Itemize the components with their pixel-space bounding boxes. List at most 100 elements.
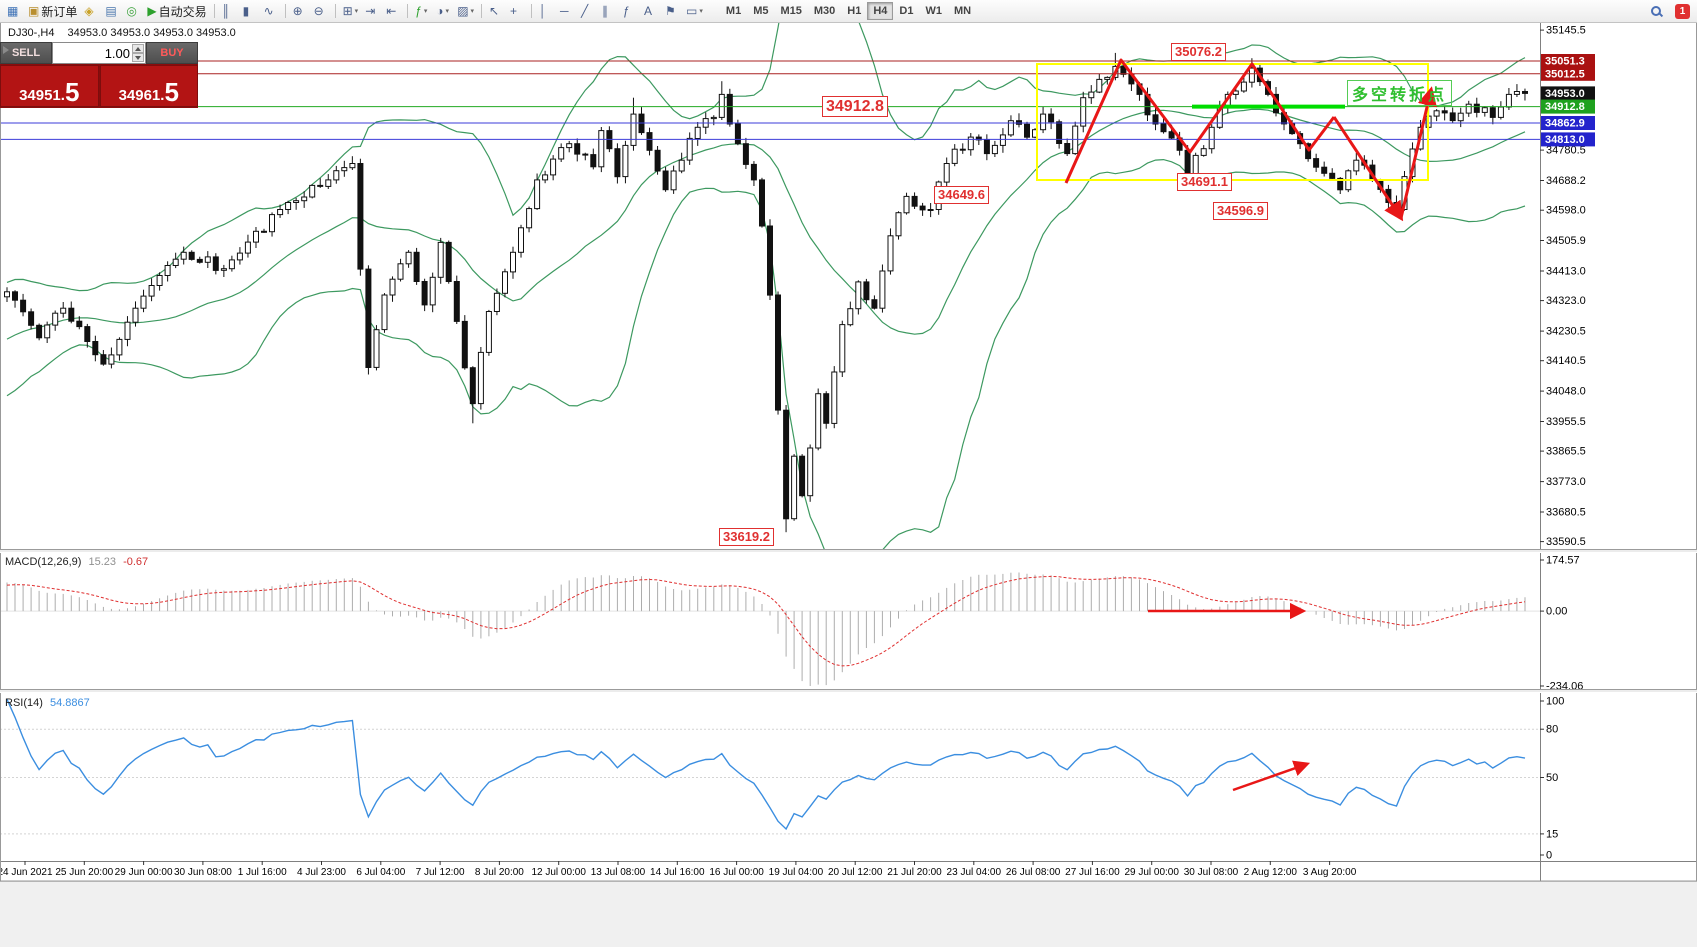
- price-annotation-label[interactable]: 34912.8: [822, 96, 888, 118]
- chart-shift-icon: ⇥: [365, 4, 376, 18]
- vertical-line-icon[interactable]: │: [536, 2, 556, 20]
- price-scale-badge: [1541, 132, 1595, 147]
- crosshair-icon: +: [510, 4, 518, 18]
- toolbar-separator: [531, 4, 533, 18]
- time-scale-label: 4 Jul 23:00: [297, 867, 346, 878]
- zoom-out-icon[interactable]: ⊖: [311, 2, 331, 20]
- trendline-icon[interactable]: ╱: [578, 2, 598, 20]
- timeframe-m1[interactable]: M1: [720, 2, 747, 20]
- sell-price-button[interactable]: 34951. 5: [0, 65, 99, 107]
- rsi-value: 54.8867: [49, 697, 90, 709]
- volume-up-button[interactable]: [132, 44, 144, 53]
- volume-field[interactable]: 1.00: [52, 42, 146, 64]
- shapes-icon: ▭: [686, 4, 698, 18]
- price-annotation-label[interactable]: 34649.6: [934, 186, 989, 204]
- price-scale-badge-label: 35051.3: [1545, 56, 1585, 68]
- new-order-button-label: 新订单: [41, 4, 78, 19]
- time-scale-drag[interactable]: [0, 861, 1697, 881]
- rsi-panel: [0, 699, 1540, 835]
- time-scale-label: 20 Jul 12:00: [828, 867, 883, 878]
- chart-window-icon[interactable]: ▦: [4, 2, 24, 20]
- buy-price-button[interactable]: 34961. 5: [99, 65, 198, 107]
- cursor-icon: ↖: [489, 4, 500, 18]
- new-order-button[interactable]: ▣ 新订单: [25, 2, 80, 20]
- time-scale-label: 30 Jun 08:00: [174, 867, 232, 878]
- time-scale-label: 12 Jul 00:00: [531, 867, 586, 878]
- indicators-icon[interactable]: ƒ ▾: [412, 2, 432, 20]
- text-icon[interactable]: A: [641, 2, 661, 20]
- time-scale: 24 Jun 2021 25 Jun 20:00 29 Jun 00:00 30 Ju…: [0, 861, 1697, 878]
- macd-name: MACD(12,26,9): [5, 556, 82, 568]
- time-scale-label: 25 Jun 20:00: [55, 867, 113, 878]
- timeframe-h1[interactable]: H1: [841, 2, 867, 20]
- candlestick-type-icon[interactable]: ▮: [240, 2, 260, 20]
- macd-panel-separator[interactable]: [0, 549, 1697, 553]
- notification-badge[interactable]: 1: [1675, 3, 1690, 19]
- timeframe-w1[interactable]: W1: [919, 2, 948, 20]
- turning-point-annotation[interactable]: 多空转折点: [1347, 80, 1453, 106]
- buy-button[interactable]: BUY: [146, 42, 198, 64]
- price-scale-drag[interactable]: [1540, 22, 1697, 861]
- sell-price-pips: 5: [64, 76, 80, 107]
- crosshair-icon[interactable]: +: [507, 2, 527, 20]
- periods-icon[interactable]: ◑ ▾: [433, 2, 453, 20]
- auto-scroll-icon[interactable]: ⇤: [383, 2, 403, 20]
- timeframe-d1[interactable]: D1: [893, 2, 919, 20]
- chart-objects[interactable]: [1036, 58, 1437, 222]
- timeframe-mn[interactable]: MN: [948, 2, 977, 20]
- price-annotation-label[interactable]: 35076.2: [1171, 43, 1226, 61]
- market-watch-icon: ▤: [105, 4, 117, 18]
- price-scale-label: 33590.5: [1546, 536, 1586, 548]
- chart-screenshot-icon[interactable]: ◈: [81, 2, 101, 20]
- fibonacci-icon[interactable]: ƒ: [620, 2, 640, 20]
- price-scale-badge-label: 34912.8: [1545, 101, 1585, 113]
- sell-button[interactable]: SELL: [0, 42, 52, 64]
- price-scale-badge-label: 34862.9: [1545, 118, 1585, 130]
- price-scale-label: 34323.0: [1546, 295, 1586, 307]
- volume-down-button[interactable]: [132, 53, 144, 62]
- price-annotation-label[interactable]: 33619.2: [719, 528, 774, 546]
- arrow-label-icon[interactable]: ⚑: [662, 2, 682, 20]
- bar-chart-type-icon: ║: [221, 4, 231, 18]
- search-button[interactable]: [1647, 2, 1667, 20]
- dropdown-arrow-icon: ▾: [445, 8, 449, 15]
- one-click-trading-toggle[interactable]: [3, 46, 9, 54]
- dropdown-arrow-icon: ▾: [699, 8, 703, 15]
- channel-icon[interactable]: ∥: [599, 2, 619, 20]
- trendline-icon: ╱: [581, 4, 589, 18]
- timeframe-m15[interactable]: M15: [774, 2, 807, 20]
- bar-chart-type-icon[interactable]: ║: [219, 2, 239, 20]
- tile-windows-icon[interactable]: ⊞ ▾: [340, 2, 362, 20]
- sell-price: 34951.: [19, 87, 65, 104]
- rsi-panel-separator[interactable]: [0, 689, 1697, 693]
- line-chart-type-icon[interactable]: ∿: [261, 2, 281, 20]
- price-scale-label: 33773.0: [1546, 476, 1586, 488]
- price-scale-label: 34780.5: [1546, 145, 1586, 157]
- chart-shift-icon[interactable]: ⇥: [362, 2, 382, 20]
- refresh-icon[interactable]: ◎: [123, 2, 143, 20]
- one-click-trading-panel: SELL 1.00 BUY 34951. 5 34961. 5: [0, 42, 198, 108]
- timeframe-m5[interactable]: M5: [747, 2, 774, 20]
- new-order-icon: ▣: [28, 4, 40, 18]
- timeframe-h4[interactable]: H4: [867, 2, 894, 20]
- price-scale-badge: [1541, 116, 1595, 130]
- timeframe-m30[interactable]: M30: [808, 2, 841, 20]
- price-scale-label: 33865.5: [1546, 446, 1586, 458]
- price-scale-label: 34598.0: [1546, 205, 1586, 217]
- horizontal-line-icon[interactable]: ─: [557, 2, 577, 20]
- time-scale-label: 23 Jul 04:00: [947, 867, 1002, 878]
- time-scale-label: 21 Jul 20:00: [887, 867, 942, 878]
- zoom-in-icon[interactable]: ⊕: [290, 2, 310, 20]
- chart-plot-area[interactable]: [0, 22, 1540, 549]
- macd-panel: [0, 572, 1540, 686]
- autotrading-button[interactable]: ▶ 自动交易: [144, 2, 209, 20]
- templates-icon[interactable]: ▨ ▾: [454, 2, 477, 20]
- cursor-icon[interactable]: ↖: [486, 2, 506, 20]
- price-annotation-label[interactable]: 34596.9: [1213, 202, 1268, 220]
- market-watch-icon[interactable]: ▤: [102, 2, 122, 20]
- candlestick-type-icon: ▮: [242, 4, 250, 18]
- rsi-scale-label: 50: [1546, 772, 1558, 784]
- shapes-icon[interactable]: ▭ ▾: [683, 2, 706, 20]
- price-annotation-label[interactable]: 34691.1: [1177, 173, 1232, 191]
- rsi-name: RSI(14): [5, 697, 43, 709]
